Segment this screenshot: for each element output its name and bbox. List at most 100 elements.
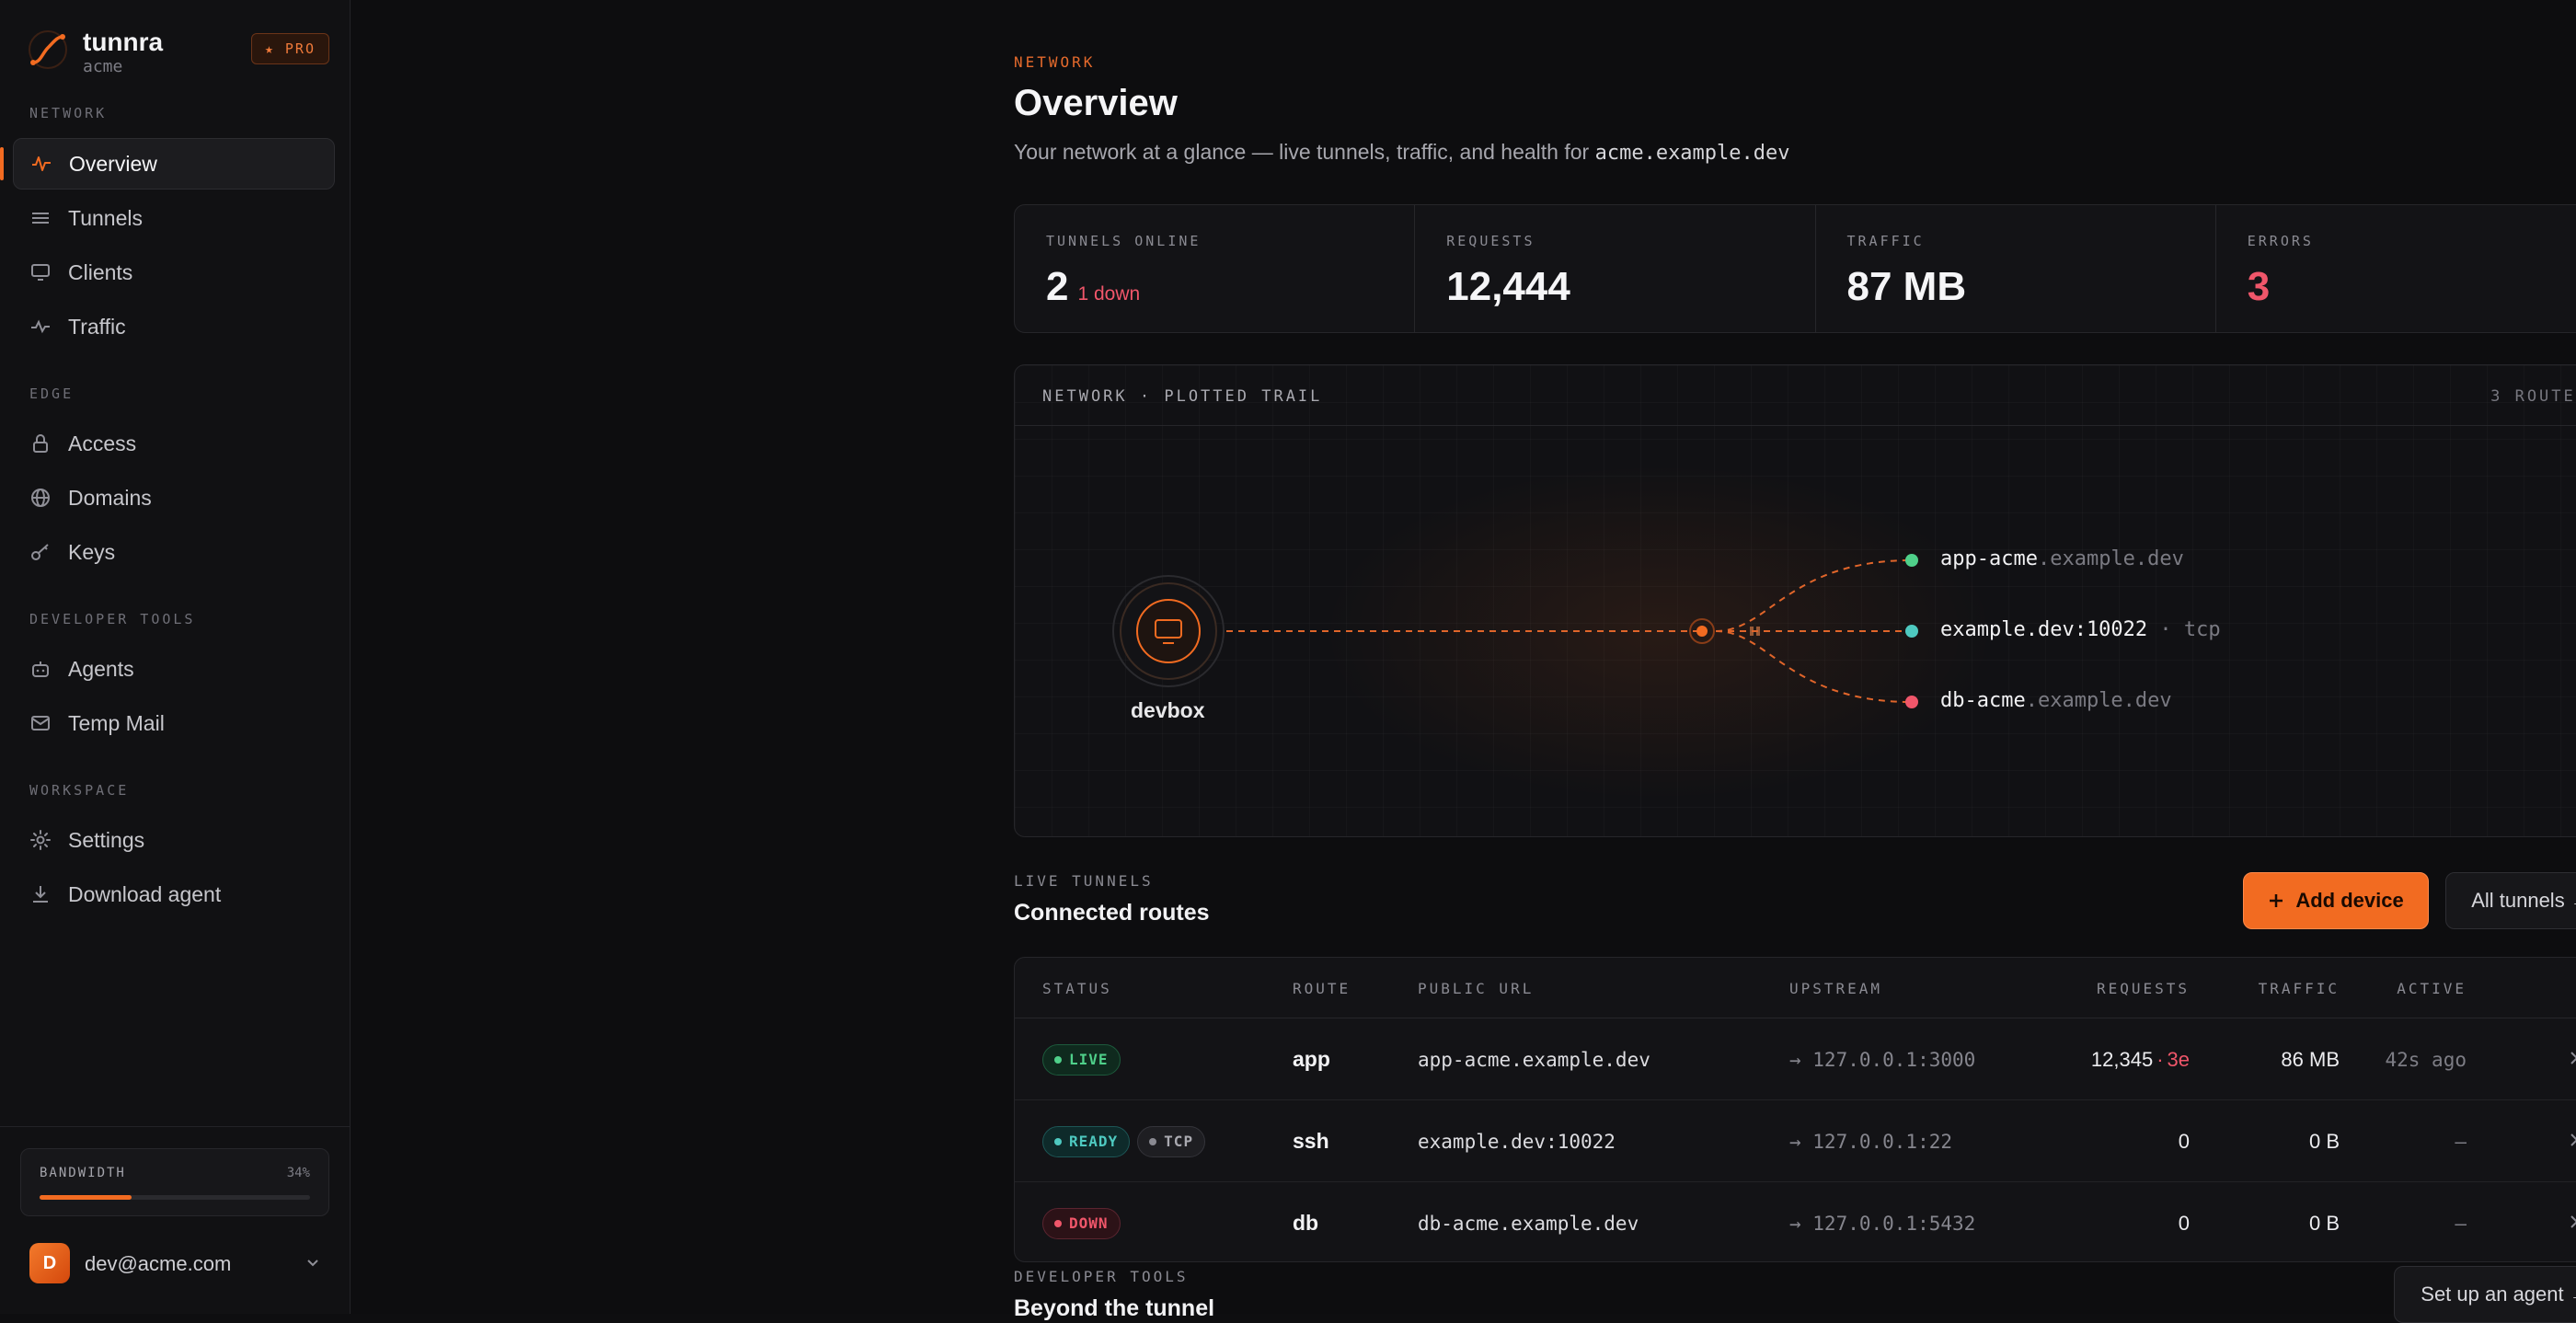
- network-header: NETWORK · PLOTTED TRAIL 3 ROUTES: [1015, 365, 2576, 426]
- route-label-app[interactable]: app-acme.example.dev: [1940, 547, 2184, 570]
- tunnra-logo-icon: [29, 30, 67, 69]
- sidebar-item-agents[interactable]: Agents: [13, 643, 335, 695]
- sidebar: tunnra acme ★ PRO NETWORK Overview Tunne…: [0, 0, 351, 1314]
- stat-note: 1 down: [1077, 283, 1141, 305]
- trail-branch-db: [1715, 630, 1913, 703]
- network-diagram: NETWORK · PLOTTED TRAIL 3 ROUTES devbox …: [1014, 364, 2576, 837]
- devtools-title: Beyond the tunnel: [1014, 1295, 1215, 1321]
- sidebar-item-settings[interactable]: Settings: [13, 814, 335, 866]
- plus-icon: [2270, 894, 2283, 907]
- table-row[interactable]: DOWN db db-acme.example.dev → 127.0.0.1:…: [1015, 1182, 2576, 1261]
- globe-icon: [31, 489, 50, 507]
- chevron-right-icon[interactable]: [2566, 1132, 2576, 1148]
- column-header-route: ROUTE: [1293, 980, 1351, 997]
- requests-separator: ·: [2156, 1047, 2164, 1071]
- status-badge-text: READY: [1069, 1133, 1119, 1150]
- active-cell: 42s ago: [2385, 1048, 2467, 1071]
- sidebar-item-download-agent[interactable]: Download agent: [13, 869, 335, 920]
- brand[interactable]: tunnra acme ★ PRO: [26, 26, 329, 76]
- active-cell: —: [2455, 1130, 2467, 1153]
- sidebar-item-access[interactable]: Access: [13, 418, 335, 469]
- devbox-ring-outer: [1112, 575, 1225, 687]
- devbox-node[interactable]: [1136, 599, 1201, 663]
- sidebar-item-label: Clients: [68, 259, 133, 284]
- all-tunnels-button[interactable]: All tunnels →: [2445, 872, 2576, 929]
- requests-value: 12,345: [2090, 1047, 2154, 1071]
- devtools-eyebrow: DEVELOPER TOOLS: [1014, 1268, 1189, 1285]
- route-name: app-acme: [1940, 547, 2038, 570]
- list-icon: [32, 213, 49, 224]
- requests-cell: 0: [2178, 1211, 2190, 1235]
- column-header-requests: REQUESTS: [2096, 980, 2190, 997]
- active-indicator: [0, 147, 4, 180]
- route-name: example.dev:10022: [1940, 618, 2148, 641]
- workspace-name: acme: [83, 57, 123, 76]
- bandwidth-track: [40, 1195, 310, 1200]
- column-header-status: STATUS: [1042, 980, 1112, 997]
- table-row[interactable]: LIVE app app-acme.example.dev → 127.0.0.…: [1015, 1018, 2576, 1100]
- stat-label: TRAFFIC: [1846, 233, 1925, 249]
- upstream-cell: → 127.0.0.1:3000: [1789, 1048, 1976, 1071]
- sidebar-item-keys[interactable]: Keys: [13, 526, 335, 578]
- trail-branch-app: [1715, 559, 1913, 632]
- status-badge-ready: READY: [1042, 1125, 1131, 1157]
- sidebar-item-label: Agents: [68, 656, 134, 681]
- bandwidth-meter: BANDWIDTH 34%: [20, 1148, 329, 1216]
- mail-icon: [31, 716, 50, 731]
- status-cell: LIVE: [1042, 1018, 1128, 1100]
- sidebar-item-label: Access: [68, 431, 137, 455]
- stats-panel: TUNNELS ONLINE 2 1 down REQUESTS 12,444 T…: [1014, 204, 2576, 333]
- protocol-badge-text: TCP: [1164, 1133, 1194, 1150]
- column-header-active: ACTIVE: [2397, 980, 2467, 997]
- stat-number: 2: [1046, 264, 1069, 309]
- chevron-right-icon[interactable]: [2566, 1214, 2576, 1230]
- network-title: NETWORK · PLOTTED TRAIL: [1042, 387, 1323, 406]
- chevron-right-icon[interactable]: [2566, 1050, 2576, 1066]
- add-device-label: Add device: [2295, 889, 2404, 912]
- sidebar-item-label: Settings: [68, 827, 145, 852]
- user-menu[interactable]: D dev@acme.com: [29, 1242, 322, 1286]
- public-url-cell[interactable]: db-acme.example.dev: [1418, 1212, 1639, 1235]
- stat-value: 3: [2247, 264, 2271, 309]
- status-dot: [1054, 1219, 1062, 1227]
- pulse-icon: [31, 319, 50, 334]
- sidebar-item-overview[interactable]: Overview: [13, 138, 335, 190]
- sidebar-item-clients[interactable]: Clients: [13, 247, 335, 298]
- download-icon: [33, 886, 48, 903]
- status-cell: DOWN: [1042, 1182, 1128, 1261]
- bandwidth-label: BANDWIDTH: [40, 1166, 126, 1180]
- route-label-db[interactable]: db-acme.example.dev: [1940, 689, 2172, 712]
- add-device-button[interactable]: Add device: [2243, 872, 2429, 929]
- requests-errors: 3e: [2167, 1047, 2190, 1071]
- public-url-cell[interactable]: app-acme.example.dev: [1418, 1048, 1650, 1071]
- sidebar-item-traffic[interactable]: Traffic: [13, 301, 335, 352]
- setup-agent-button[interactable]: Set up an agent →: [2394, 1266, 2576, 1323]
- sidebar-item-label: Temp Mail: [68, 710, 165, 735]
- nav-section-developer-tools: DEVELOPER TOOLS: [29, 611, 196, 627]
- key-icon: [31, 544, 49, 560]
- bandwidth-fill: [40, 1195, 132, 1200]
- route-status-dot: [1905, 696, 1918, 708]
- table-row[interactable]: READY TCP ssh example.dev:10022 → 127.0.…: [1015, 1100, 2576, 1182]
- stat-value: 87 MB: [1846, 264, 1967, 309]
- sidebar-item-label: Tunnels: [68, 205, 143, 230]
- sidebar-item-tunnels[interactable]: Tunnels: [13, 192, 335, 244]
- chevron-down-icon[interactable]: [304, 1253, 322, 1271]
- protocol-badge-tcp: TCP: [1137, 1125, 1206, 1157]
- status-badge-text: LIVE: [1069, 1051, 1109, 1068]
- route-label-tcp[interactable]: example.dev:10022 · tcp: [1940, 618, 2221, 641]
- route-status-dot: [1905, 625, 1918, 638]
- active-cell: —: [2455, 1212, 2467, 1235]
- sidebar-item-temp-mail[interactable]: Temp Mail: [13, 697, 335, 749]
- route-suffix: · tcp: [2147, 618, 2221, 641]
- status-badge-text: DOWN: [1069, 1214, 1109, 1232]
- robot-icon: [32, 662, 49, 677]
- page-subtitle-text: Your network at a glance — live tunnels,…: [1014, 140, 1590, 164]
- main-content: NETWORK Overview Your network at a glanc…: [351, 0, 2576, 1323]
- pro-badge: ★ PRO: [250, 33, 329, 64]
- public-url-cell[interactable]: example.dev:10022: [1418, 1130, 1616, 1153]
- sidebar-item-domains[interactable]: Domains: [13, 472, 335, 523]
- avatar: D: [29, 1243, 70, 1283]
- route-cell: db: [1293, 1211, 1319, 1235]
- column-header-public-url: PUBLIC URL: [1418, 980, 1535, 997]
